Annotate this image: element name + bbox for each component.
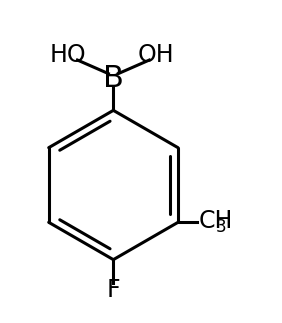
Text: HO: HO bbox=[49, 43, 86, 67]
Text: CH: CH bbox=[199, 209, 233, 233]
Text: F: F bbox=[107, 278, 120, 302]
Text: B: B bbox=[103, 64, 124, 93]
Text: 3: 3 bbox=[216, 218, 227, 236]
Text: OH: OH bbox=[138, 43, 175, 67]
